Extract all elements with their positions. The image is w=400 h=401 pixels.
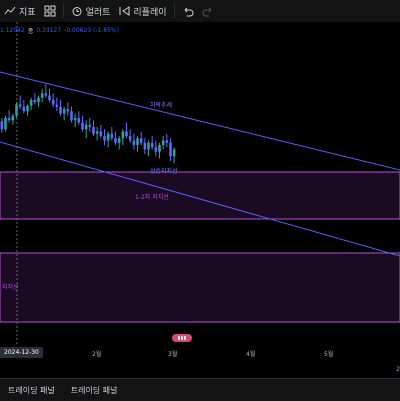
time-tick: 2월 (92, 351, 102, 358)
candle-body (88, 124, 92, 127)
alerts-label: 얼러트 (85, 7, 111, 18)
candle-body (161, 140, 165, 145)
indicators-icon (4, 5, 16, 17)
undo-icon (182, 5, 194, 17)
candle-body (158, 145, 161, 152)
time-tick-right: 2 (396, 366, 400, 373)
candle-body (26, 105, 29, 112)
candle-body (172, 149, 176, 157)
candle-body (165, 140, 169, 143)
candle-body (106, 133, 110, 141)
pill-bar (181, 336, 183, 340)
channel-upper-line (0, 71, 400, 171)
candle-body (128, 136, 132, 141)
legend-change-value: -0.00623 (-1.85%) (64, 26, 119, 34)
candle-body (92, 127, 95, 134)
candle-body (95, 131, 99, 134)
candles-group (0, 84, 176, 163)
candle-body (62, 109, 66, 114)
legend-change-label: 종 (27, 27, 34, 35)
redo-button[interactable] (198, 0, 218, 22)
tab-trading-panel[interactable]: 트레이딩 패널 (8, 385, 55, 395)
grid-icon (44, 5, 56, 17)
candle-body (77, 118, 81, 123)
candle-body (70, 111, 73, 121)
rewind-icon (118, 5, 130, 17)
indicators-label: 지표 (19, 7, 36, 18)
candle-body (136, 138, 139, 145)
layouts-button[interactable] (40, 0, 60, 22)
candle-body (59, 106, 62, 114)
redo-icon (202, 5, 214, 17)
candle-body (29, 100, 33, 106)
channel-lower-line (0, 141, 400, 257)
toolbar-divider (173, 4, 175, 18)
time-axis[interactable]: 2024-12-30 2월 3월 4월 5월 2 (0, 346, 400, 373)
scroll-to-realtime-button[interactable] (172, 334, 192, 342)
time-tick: 4월 (246, 351, 256, 358)
alerts-button[interactable]: 얼러트 (67, 0, 115, 22)
pill-bar (184, 336, 186, 340)
price-chart[interactable] (0, 22, 400, 360)
legend: 1.12042 종 0.33127 -0.00623 (-1.85%) (0, 24, 119, 36)
candle-body (114, 138, 117, 143)
undo-button[interactable] (178, 0, 198, 22)
annotation-zone-2: 지지선 (2, 284, 19, 291)
candle-body (44, 93, 48, 96)
candle-body (73, 118, 77, 121)
candle-body (121, 131, 125, 139)
candle-body (143, 142, 147, 150)
candle-body (84, 124, 88, 130)
candle-body (0, 121, 4, 130)
candle-body (99, 131, 103, 136)
candle-body (132, 140, 136, 145)
candle-body (66, 109, 70, 112)
candle-body (150, 142, 154, 148)
crosshair-date-badge: 2024-12-30 (0, 347, 43, 358)
annotation-zone-1: 1-2차 지지선 (135, 194, 169, 201)
time-tick: 3월 (168, 351, 178, 358)
candle-body (11, 115, 15, 121)
support-zone-1 (0, 171, 400, 220)
annotation-support-line: 상승지지선 (150, 168, 178, 175)
pill-bar (178, 336, 180, 340)
candle-body (125, 131, 128, 136)
replay-label: 리플레이 (133, 7, 167, 18)
candle-body (33, 100, 37, 103)
candle-body (4, 118, 7, 130)
alarm-clock-icon (71, 5, 83, 17)
candle-body (7, 118, 11, 121)
candle-body (139, 138, 143, 143)
candle-body (51, 100, 55, 105)
candle-body (110, 133, 114, 139)
tab-trading-panel-2[interactable]: 트레이딩 패널 (70, 385, 118, 395)
candle-body (154, 147, 158, 152)
chart-canvas (0, 22, 400, 346)
candle-body (37, 97, 40, 103)
replay-button[interactable]: 리플레이 (114, 0, 170, 22)
candle-body (55, 104, 59, 107)
candle-body (169, 142, 172, 157)
toolbar-divider (62, 4, 64, 18)
candle-body (22, 106, 26, 112)
support-zone-2 (0, 252, 400, 323)
candle-body (40, 93, 44, 98)
candle-body (103, 136, 106, 141)
legend-close-value: 0.33127 (36, 26, 62, 34)
indicators-button[interactable]: 지표 (0, 0, 40, 22)
candle-body (48, 95, 51, 100)
time-tick: 5월 (324, 351, 334, 358)
bottom-panel-tabs: 트레이딩 패널 트레이딩 패널 (0, 378, 400, 401)
candle-body (147, 142, 150, 150)
annotation-downtrend: 하락추세 (150, 102, 173, 109)
toolbar: 지표 얼러트 리플레이 (0, 0, 400, 23)
candle-body (81, 122, 84, 130)
candle-body (18, 104, 22, 107)
candle-body (117, 138, 121, 143)
candle-body (15, 104, 18, 116)
legend-prev-value: 1.12042 (0, 26, 25, 34)
